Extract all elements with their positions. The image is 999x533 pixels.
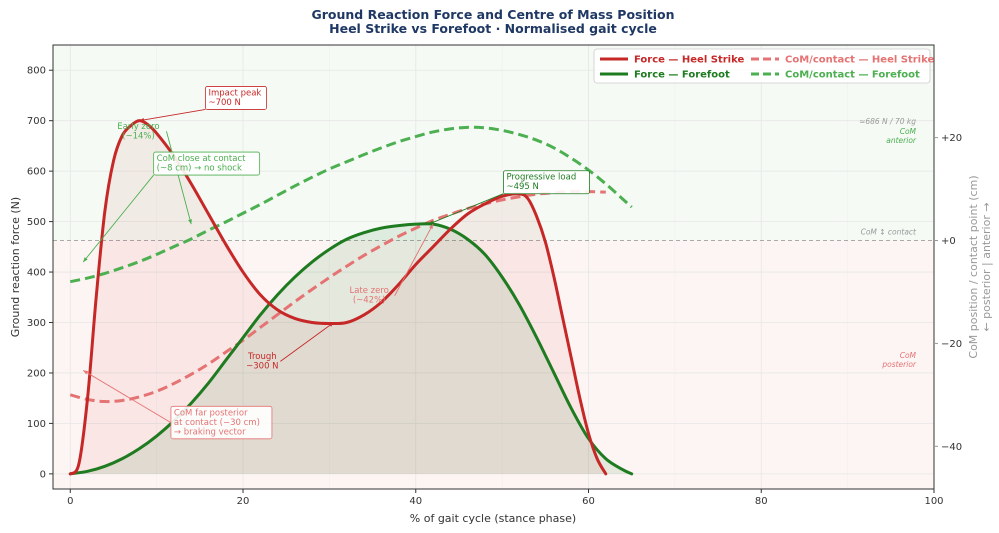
chart-title: Ground Reaction Force and Centre of Mass…	[311, 7, 674, 22]
y-tick-label: 100	[27, 419, 46, 430]
arrowhead-icon	[188, 219, 192, 225]
annotation-text: Late zero	[349, 286, 388, 296]
posterior-note: posterior	[881, 360, 917, 369]
annotation: Progressive load~495 N	[428, 170, 590, 225]
y-tick-label: 500	[27, 217, 46, 228]
x-tick-label: 20	[237, 496, 250, 507]
y-tick-label: 600	[27, 167, 46, 178]
x-axis-label: % of gait cycle (stance phase)	[410, 512, 576, 525]
weight-note: ≈686 N / 70 kg	[859, 117, 916, 126]
x-tick-label: 0	[67, 496, 73, 507]
arrowhead-icon	[83, 370, 89, 375]
annotation-text: → braking vector	[174, 427, 246, 437]
anterior-note: anterior	[886, 136, 917, 145]
annotation-arrow	[82, 174, 154, 263]
annotation-arrow	[166, 131, 192, 225]
annotation-box	[153, 151, 261, 176]
y2-axis-label: CoM position / contact point (cm)	[967, 175, 980, 358]
annotation-text: Early zero	[117, 122, 159, 132]
y-tick-label: 300	[27, 318, 46, 329]
y-tick-label: 700	[27, 116, 46, 127]
annotation-text: CoM close at contact	[157, 154, 246, 164]
y-tick-label: 400	[27, 268, 46, 279]
annotation-arrow	[394, 223, 434, 296]
plot-frame	[52, 44, 935, 490]
annotation: Early zero(~14%)	[117, 122, 192, 225]
annotation-text: ~300 N	[246, 361, 278, 371]
annotation-text: (~14%)	[122, 131, 155, 141]
legend-label: CoM/contact — Forefoot	[785, 70, 920, 81]
x-tick-label: 40	[409, 496, 422, 507]
legend-label: Force — Forefoot	[634, 70, 730, 81]
y2-tick-label: −40	[941, 442, 962, 453]
x-tick-label: 100	[924, 496, 943, 507]
annotation-arrow	[139, 109, 206, 122]
arrowhead-icon	[83, 257, 88, 262]
annotation: Trough~300 N	[246, 322, 334, 371]
line-com-heel-strike	[69, 190, 606, 404]
annotation-text: Progressive load	[506, 173, 576, 183]
annotation: CoM close at contact(~8 cm) → no shock	[82, 151, 261, 263]
annotation-box	[205, 86, 267, 110]
arrowhead-icon	[428, 220, 434, 225]
posterior-region	[53, 240, 934, 489]
annotation-text: at contact (−30 cm)	[174, 418, 260, 428]
legend-label: CoM/contact — Heel Strike	[785, 55, 934, 66]
legend: Force — Heel Strike Force — Forefoot CoM/c…	[593, 48, 934, 84]
legend-label: Force — Heel Strike	[634, 55, 744, 66]
arrowhead-icon	[328, 322, 334, 327]
annotation-arrow	[428, 193, 504, 225]
y-axis-label: Ground reaction force (N)	[9, 197, 22, 337]
y2-tick-label: +0	[941, 236, 956, 247]
annotation: Impact peak~700 N	[139, 86, 267, 122]
y-tick-label: 200	[27, 368, 46, 379]
annotation-text: (~42%)	[353, 296, 386, 306]
arrowhead-icon	[429, 224, 434, 230]
annotation-arrow	[83, 370, 172, 423]
y2-tick-label: −20	[941, 339, 962, 350]
y2-tick-label: +20	[941, 133, 962, 144]
posterior-note: CoM	[900, 351, 917, 360]
annotation-text: Trough	[247, 352, 277, 362]
y2-axis-sublabel: ← posterior | anterior →	[980, 202, 993, 331]
y-tick-label: 0	[40, 469, 46, 480]
annotation-text: CoM far posterior	[174, 408, 248, 418]
y-tick-label: 800	[27, 66, 46, 77]
annotation-box	[170, 405, 273, 440]
x-tick-label: 60	[582, 496, 595, 507]
annotation-text: Impact peak	[208, 88, 261, 98]
chart-subtitle: Heel Strike vs Forefoot · Normalised gai…	[329, 21, 657, 36]
annotation-text: ~495 N	[506, 182, 538, 192]
annotation: Late zero(~42%)	[349, 223, 434, 306]
annotation-arrow	[280, 322, 334, 362]
annotation-text: ~700 N	[208, 98, 240, 108]
anterior-note: CoM	[900, 127, 917, 136]
x-tick-label: 80	[755, 496, 768, 507]
legend-box	[593, 48, 931, 84]
reference-line-label: CoM ↕ contact	[861, 228, 917, 237]
annotation-text: (~8 cm) → no shock	[157, 164, 242, 174]
arrowhead-icon	[139, 117, 145, 122]
annotation-box	[503, 170, 590, 195]
line-force-forefoot	[68, 222, 634, 476]
